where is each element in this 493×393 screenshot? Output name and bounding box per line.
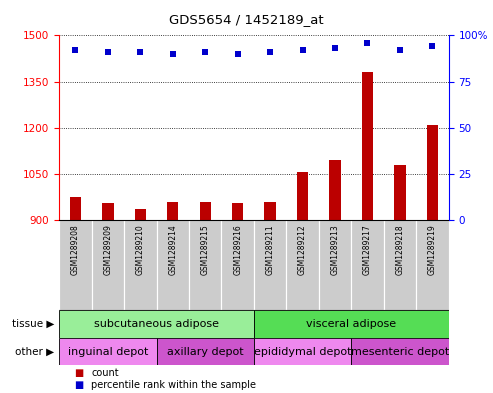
Point	[71, 47, 79, 53]
Bar	[156, 220, 189, 310]
Bar	[416, 220, 449, 310]
Bar	[286, 220, 319, 310]
Text: GSM1289208: GSM1289208	[71, 225, 80, 275]
Text: epididymal depot: epididymal depot	[254, 347, 352, 357]
Bar	[59, 310, 254, 338]
Text: inguinal depot: inguinal depot	[68, 347, 148, 357]
Point	[363, 40, 371, 46]
Bar	[189, 220, 221, 310]
Bar	[102, 203, 113, 220]
Bar	[427, 125, 438, 220]
Text: GSM1289213: GSM1289213	[330, 225, 340, 275]
Text: axillary depot: axillary depot	[167, 347, 244, 357]
Text: GSM1289217: GSM1289217	[363, 225, 372, 275]
Bar	[232, 203, 244, 220]
Text: GSM1289209: GSM1289209	[104, 225, 112, 275]
Text: GSM1289211: GSM1289211	[266, 225, 275, 275]
Bar	[394, 165, 406, 220]
Bar	[221, 220, 254, 310]
Text: GSM1289214: GSM1289214	[168, 225, 177, 275]
Text: ■: ■	[74, 368, 83, 378]
Text: GSM1289215: GSM1289215	[201, 225, 210, 275]
Bar	[351, 338, 449, 365]
Point	[234, 51, 242, 57]
Text: GSM1289218: GSM1289218	[395, 225, 404, 275]
Text: GSM1289216: GSM1289216	[233, 225, 242, 275]
Point	[299, 47, 307, 53]
Bar	[156, 338, 254, 365]
Point	[201, 49, 209, 55]
Bar	[59, 220, 92, 310]
Text: ■: ■	[74, 380, 83, 390]
Bar	[329, 160, 341, 220]
Bar	[362, 72, 373, 220]
Text: GSM1289212: GSM1289212	[298, 225, 307, 275]
Point	[266, 49, 274, 55]
Bar	[254, 220, 286, 310]
Text: GSM1289219: GSM1289219	[428, 225, 437, 275]
Point	[331, 45, 339, 51]
Text: subcutaneous adipose: subcutaneous adipose	[94, 319, 219, 329]
Bar	[351, 220, 384, 310]
Bar	[92, 220, 124, 310]
Bar	[167, 202, 178, 220]
Point	[104, 49, 112, 55]
Text: mesenteric depot: mesenteric depot	[351, 347, 449, 357]
Text: count: count	[91, 368, 119, 378]
Text: tissue ▶: tissue ▶	[12, 319, 54, 329]
Text: visceral adipose: visceral adipose	[306, 319, 396, 329]
Text: GDS5654 / 1452189_at: GDS5654 / 1452189_at	[169, 13, 324, 26]
Point	[396, 47, 404, 53]
Bar	[70, 197, 81, 220]
Point	[428, 43, 436, 50]
Bar	[59, 338, 156, 365]
Bar	[384, 220, 416, 310]
Bar	[254, 310, 449, 338]
Text: GSM1289210: GSM1289210	[136, 225, 145, 275]
Bar	[124, 220, 156, 310]
Bar	[319, 220, 351, 310]
Point	[169, 51, 176, 57]
Bar	[264, 202, 276, 220]
Bar	[254, 338, 351, 365]
Bar	[135, 209, 146, 220]
Text: other ▶: other ▶	[15, 347, 54, 357]
Point	[137, 49, 144, 55]
Bar	[200, 202, 211, 220]
Text: percentile rank within the sample: percentile rank within the sample	[91, 380, 256, 390]
Bar	[297, 173, 308, 220]
